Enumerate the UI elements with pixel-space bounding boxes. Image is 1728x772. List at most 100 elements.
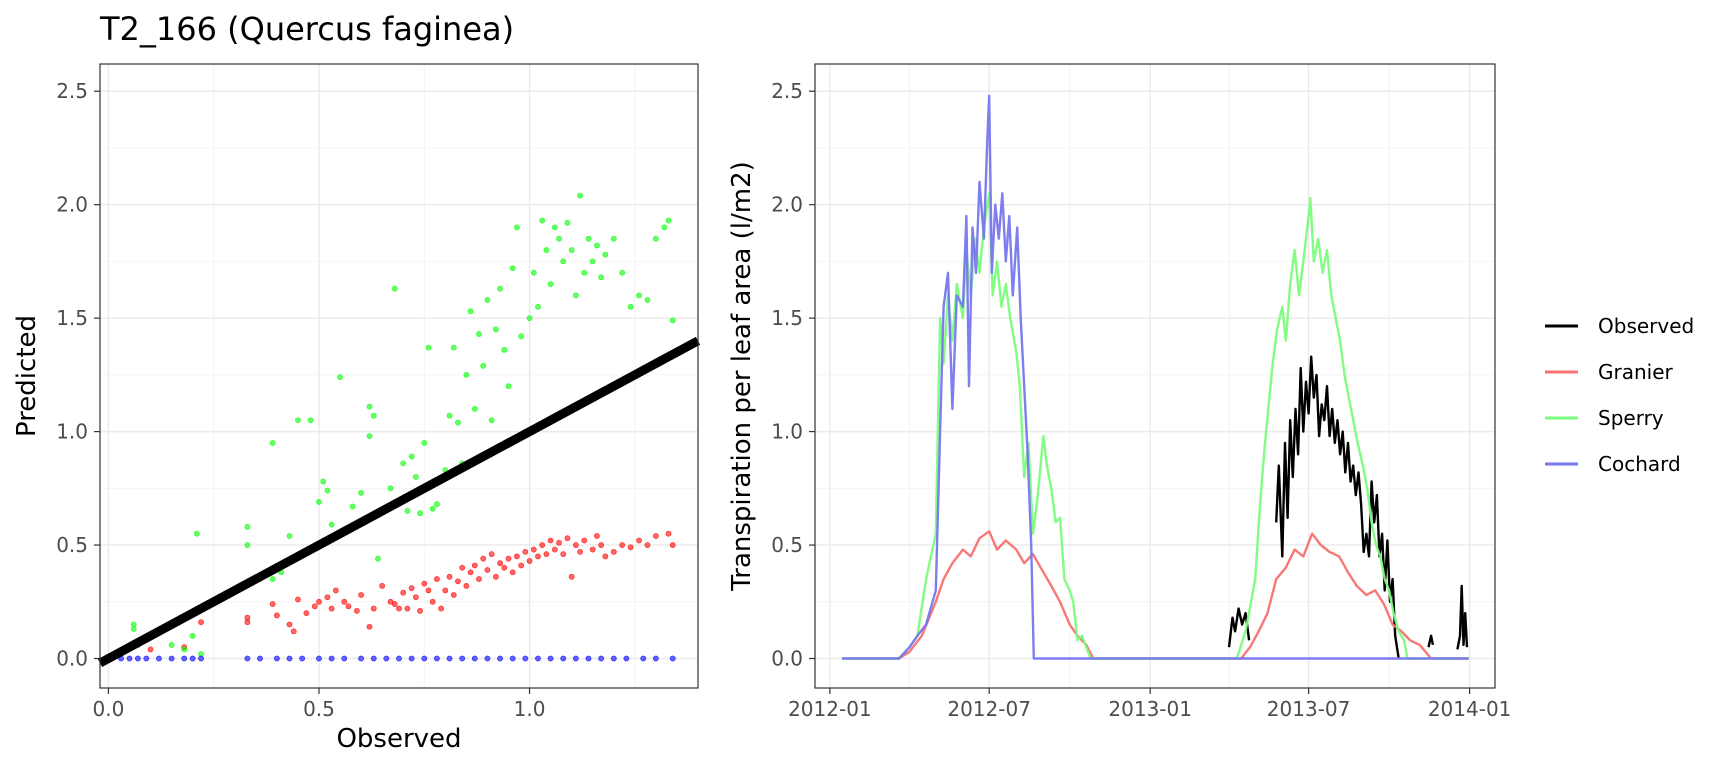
scatter-point: [492, 326, 499, 333]
scatter-point: [589, 258, 596, 265]
scatter-point: [560, 551, 567, 558]
x-tick-label: 2012-07: [947, 697, 1031, 721]
scatter-point: [564, 219, 571, 226]
scatter-point: [425, 587, 432, 594]
scatter-point: [299, 655, 306, 662]
scatter-point: [345, 603, 352, 610]
scatter-plot-area: [100, 64, 698, 688]
scatter-point: [269, 440, 276, 446]
scatter-point: [130, 626, 137, 632]
scatter-point: [501, 564, 508, 571]
scatter-point: [467, 569, 474, 576]
scatter-point: [434, 576, 440, 582]
scatter-point: [640, 655, 647, 662]
scatter-point: [455, 578, 461, 585]
scatter-point: [316, 655, 322, 662]
scatter-point: [551, 224, 558, 231]
scatter-point: [425, 344, 432, 351]
scatter-point: [535, 655, 541, 662]
scatter-point: [518, 562, 525, 569]
scatter-point: [543, 247, 550, 253]
y-tick-label: 1.5: [56, 306, 88, 330]
scatter-point: [547, 537, 554, 544]
y-tick-label: 2.0: [771, 193, 803, 217]
scatter-point: [627, 303, 634, 310]
scatter-point: [358, 592, 364, 598]
scatter-point: [244, 523, 251, 530]
scatter-panel-border: [99, 63, 699, 689]
series-line-observed: [1427, 634, 1435, 648]
scatter-point: [514, 553, 520, 560]
scatter-point: [560, 655, 567, 662]
scatter-point: [492, 573, 499, 580]
scatter-panel: 0.0 0.5 1.0 0.0 0.5 1.0 1.5 2.0 2.5 Observed Pre…: [12, 63, 701, 754]
scatter-point: [594, 533, 600, 539]
scatter-point: [509, 265, 516, 272]
scatter-point: [408, 453, 415, 460]
scatter-point: [349, 503, 356, 510]
scatter-point: [337, 374, 343, 381]
scatter-point: [526, 315, 533, 322]
scatter-point: [408, 655, 415, 662]
scatter-point: [598, 655, 605, 662]
scatter-point: [522, 655, 529, 662]
scatter-point: [358, 489, 364, 496]
scatter-point: [581, 269, 588, 276]
scatter-point: [286, 621, 293, 628]
scatter-point: [370, 412, 377, 419]
scatter-point: [488, 551, 495, 558]
scatter-point: [404, 508, 411, 514]
scatter-point: [244, 619, 251, 626]
scatter-point: [585, 235, 592, 242]
scatter-point: [509, 655, 516, 662]
scatter-point: [181, 646, 188, 653]
scatter-point: [514, 224, 520, 231]
scatter-point: [316, 598, 322, 605]
scatter-y-axis-label: Predicted: [12, 315, 42, 437]
scatter-point: [476, 331, 482, 337]
scatter-point: [387, 485, 394, 492]
scatter-point: [572, 292, 579, 299]
scatter-point: [665, 217, 672, 224]
scatter-point: [446, 412, 453, 419]
scatter-point: [434, 501, 440, 508]
scatter-point: [480, 555, 487, 562]
scatter-point: [619, 542, 626, 548]
scatter-point: [417, 607, 423, 614]
scatter-point: [459, 655, 466, 662]
scatter-point: [636, 537, 642, 544]
scatter-point: [303, 610, 310, 617]
scatter-point: [497, 285, 503, 292]
scatter-point: [324, 594, 331, 601]
scatter-point: [518, 333, 525, 340]
scatter-point: [669, 317, 676, 324]
series-line-observed: [1275, 355, 1400, 659]
scatter-point: [181, 655, 188, 662]
scatter-point: [652, 235, 659, 242]
scatter-point: [341, 598, 348, 605]
scatter-point: [434, 655, 440, 662]
scatter-point: [572, 655, 579, 662]
legend-label: Observed: [1598, 314, 1694, 338]
scatter-point: [286, 533, 293, 539]
scatter-point: [598, 274, 605, 281]
scatter-point: [189, 655, 196, 662]
scatter-point: [497, 655, 503, 662]
scatter-point: [332, 587, 339, 594]
scatter-point: [661, 224, 668, 231]
scatter-point: [547, 281, 554, 288]
scatter-point: [471, 655, 478, 662]
y-tick-label: 0.5: [56, 533, 88, 557]
scatter-point: [669, 542, 676, 548]
scatter-point: [463, 371, 470, 378]
scatter-point: [421, 580, 428, 587]
timeseries-plot-area: [815, 64, 1495, 688]
scatter-point: [273, 612, 280, 619]
scatter-point: [375, 555, 381, 562]
scatter-point: [526, 558, 533, 564]
x-tick-label: 1.0: [514, 697, 546, 721]
scatter-point: [644, 297, 651, 303]
scatter-point: [286, 655, 293, 662]
